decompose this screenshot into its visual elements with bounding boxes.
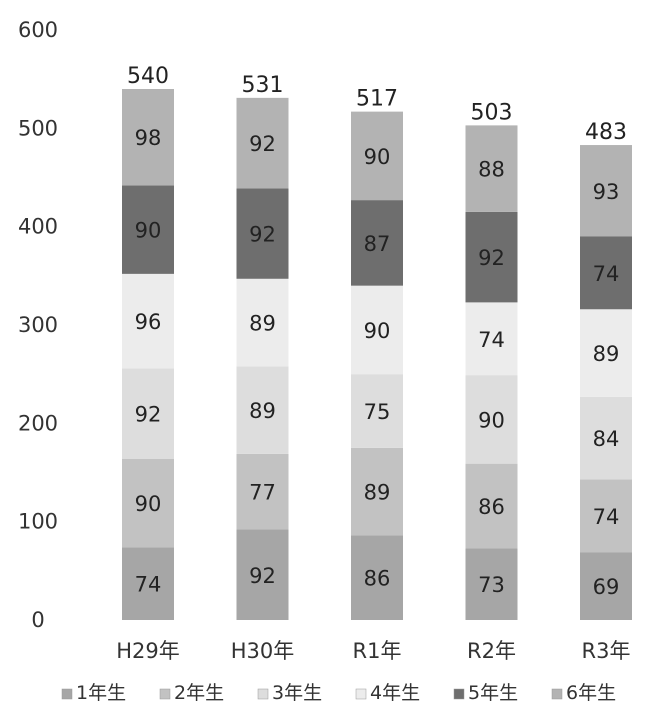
bar-segment — [465, 302, 518, 376]
segment-data-label: 89 — [249, 312, 276, 336]
bar-segment — [580, 479, 632, 553]
total-data-label: 540 — [127, 64, 169, 89]
bar-segment — [465, 375, 518, 464]
legend-label: 3年生 — [272, 682, 322, 704]
segment-data-label: 92 — [249, 132, 276, 156]
legend-label: 4年生 — [370, 682, 420, 704]
segment-data-label: 74 — [593, 262, 620, 286]
segment-data-label: 84 — [593, 427, 620, 451]
segment-data-label: 98 — [135, 126, 162, 150]
x-tick-label: R2年 — [467, 639, 516, 663]
y-tick-label: 400 — [18, 215, 58, 239]
bars: 74 90 92 96 90 98 540 92 77 89 89 92 92 531 86 89 75 90 87… — [122, 64, 632, 620]
bar-segment — [122, 273, 174, 369]
segment-data-label: 73 — [478, 573, 505, 597]
bar-segment — [351, 447, 403, 536]
bar-segment — [465, 125, 518, 212]
segment-data-label: 87 — [364, 232, 391, 256]
bar-segment — [122, 547, 174, 620]
bar-segment — [236, 188, 289, 279]
y-tick-label: 600 — [18, 18, 58, 42]
bar-segment — [580, 145, 632, 237]
segment-data-label: 90 — [364, 319, 391, 343]
y-tick-label: 300 — [18, 313, 58, 337]
legend-label: 6年生 — [566, 682, 616, 704]
bar-segment — [236, 366, 289, 454]
segment-data-label: 90 — [135, 492, 162, 516]
y-tick-label: 500 — [18, 116, 58, 140]
legend-swatch — [159, 688, 171, 700]
legend-swatch — [551, 688, 563, 700]
segment-data-label: 74 — [593, 505, 620, 529]
total-data-label: 483 — [585, 120, 627, 145]
total-data-label: 517 — [356, 87, 398, 112]
segment-data-label: 93 — [593, 180, 620, 204]
bar-segment — [580, 552, 632, 620]
bar-segment — [580, 396, 632, 480]
bar-segment — [580, 236, 632, 310]
bar-segment — [236, 453, 289, 530]
x-tick-label: H30年 — [231, 639, 295, 663]
segment-data-label: 90 — [478, 408, 505, 432]
x-axis: H29年 H30年 R1年 R2年 R3年 — [116, 639, 630, 663]
segment-data-label: 86 — [478, 495, 505, 519]
segment-data-label: 69 — [593, 575, 620, 599]
segment-data-label: 74 — [135, 573, 162, 597]
legend-swatch — [453, 688, 465, 700]
y-axis: 0 100 200 300 400 500 600 — [18, 18, 58, 632]
bar-segment — [351, 200, 403, 286]
bar-segment — [122, 185, 174, 274]
bar-segment — [236, 278, 289, 367]
legend-swatch — [61, 688, 73, 700]
bar-segment — [580, 309, 632, 397]
segment-data-label: 92 — [249, 564, 276, 588]
legend-label: 1年生 — [76, 682, 126, 704]
segment-data-label: 88 — [478, 158, 505, 182]
bar-segment — [122, 368, 174, 459]
bar-segment — [465, 463, 518, 549]
y-tick-label: 100 — [18, 510, 58, 534]
bar-segment — [465, 548, 518, 620]
segment-data-label: 89 — [364, 481, 391, 505]
legend: 1年生 2年生 3年生 4年生 5年生 6年生 — [61, 682, 616, 704]
segment-data-label: 75 — [364, 400, 391, 424]
segment-data-label: 92 — [135, 403, 162, 427]
segment-data-label: 89 — [593, 342, 620, 366]
segment-data-label: 90 — [135, 219, 162, 243]
bar-segment — [351, 285, 403, 375]
bar-segment — [122, 458, 174, 548]
segment-data-label: 90 — [364, 145, 391, 169]
bar-segment — [351, 535, 403, 620]
bar-segment — [351, 374, 403, 448]
bar-segment — [122, 89, 174, 186]
y-tick-label: 200 — [18, 411, 58, 435]
segment-data-label: 89 — [249, 399, 276, 423]
segment-data-label: 77 — [249, 481, 276, 505]
bar-segment — [236, 97, 289, 189]
total-data-label: 503 — [471, 100, 513, 125]
x-tick-label: H29年 — [116, 639, 180, 663]
legend-swatch — [355, 688, 367, 700]
segment-data-label: 92 — [249, 223, 276, 247]
legend-label: 5年生 — [468, 682, 518, 704]
segment-data-label: 96 — [135, 310, 162, 334]
bar-segment — [351, 111, 403, 201]
segment-data-label: 92 — [478, 246, 505, 270]
x-tick-label: R1年 — [353, 639, 402, 663]
legend-label: 2年生 — [174, 682, 224, 704]
bar-segment — [465, 211, 518, 303]
x-tick-label: R3年 — [582, 639, 631, 663]
total-data-label: 531 — [242, 73, 284, 98]
bar-segment — [236, 529, 289, 620]
y-tick-label: 0 — [31, 608, 44, 632]
segment-data-label: 74 — [478, 328, 505, 352]
legend-swatch — [257, 688, 269, 700]
segment-data-label: 86 — [364, 567, 391, 591]
